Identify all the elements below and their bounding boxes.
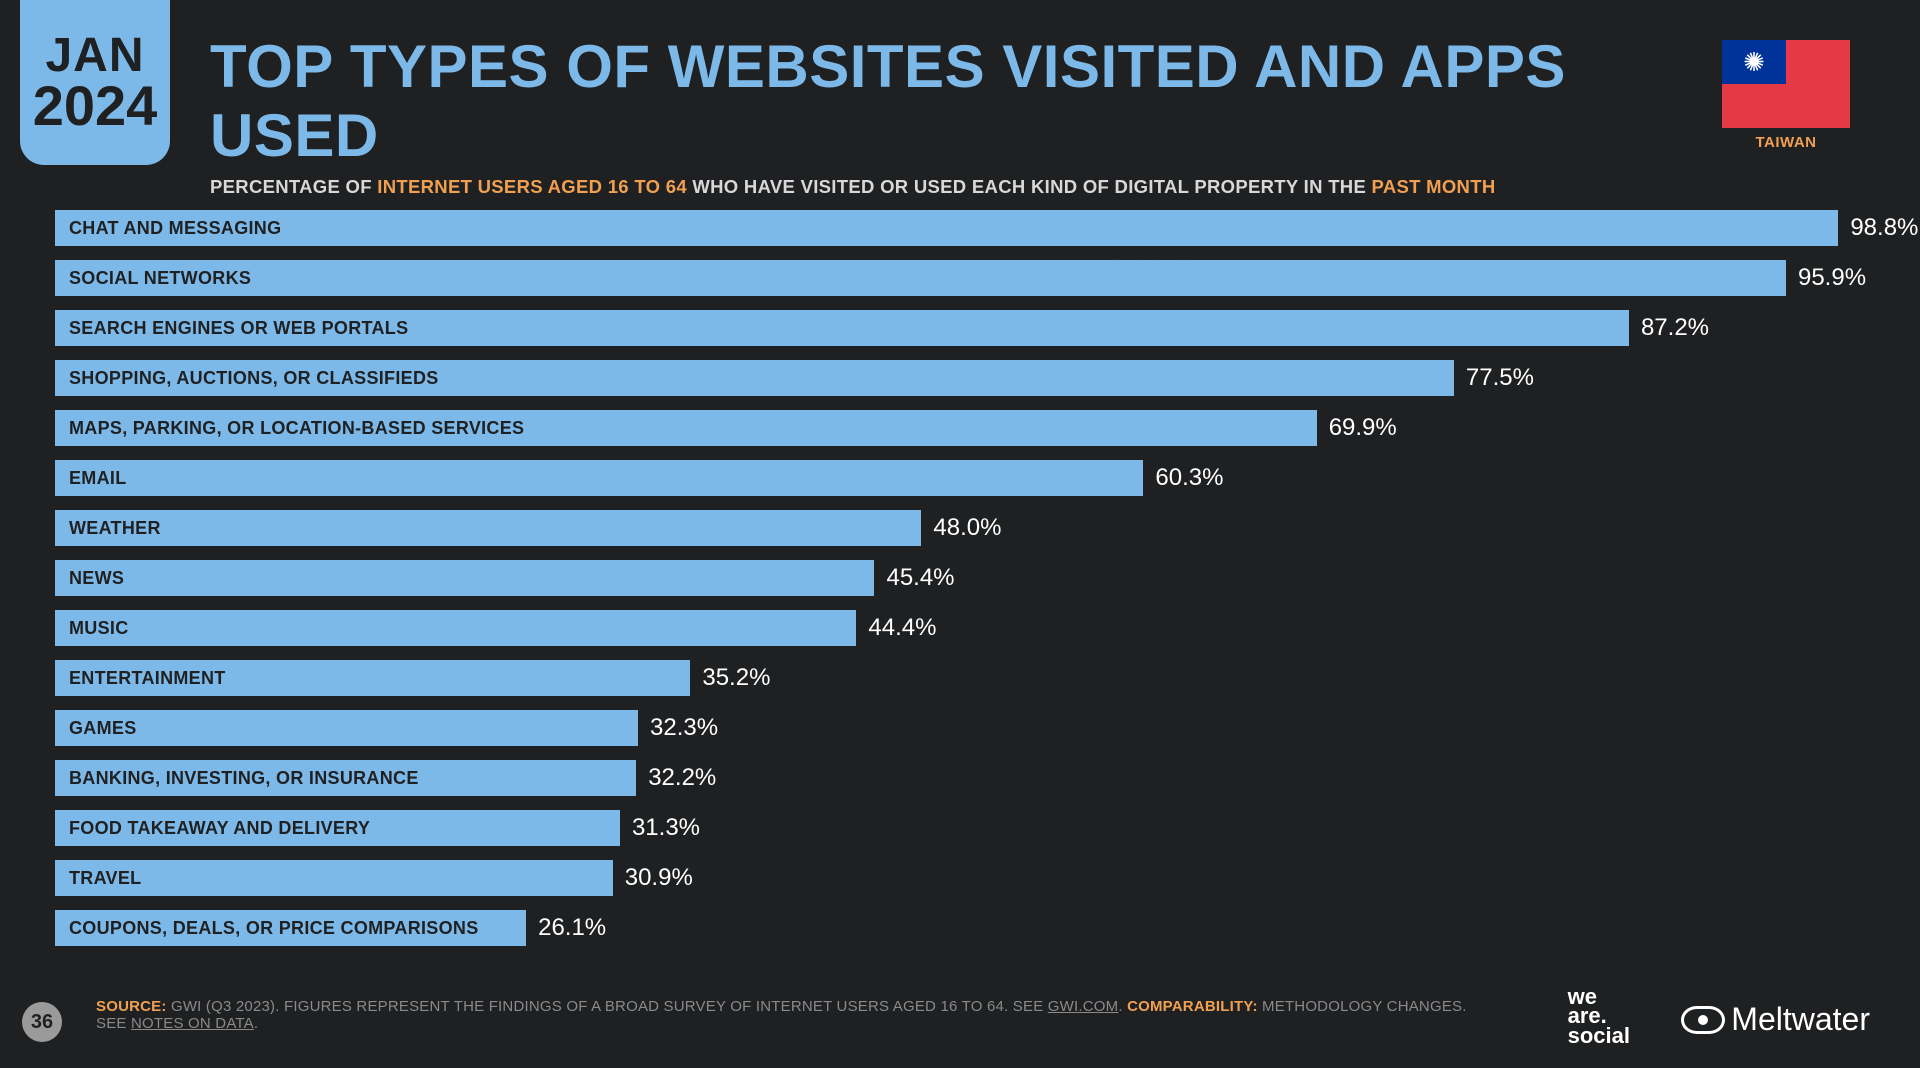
- bar-value: 30.9%: [625, 860, 693, 896]
- bar: [55, 710, 638, 746]
- bar-value: 32.2%: [648, 760, 716, 796]
- meltwater-text: Meltwater: [1731, 1001, 1870, 1038]
- bar-row: CHAT AND MESSAGING98.8%: [55, 210, 1860, 246]
- page-title: TOP TYPES OF WEBSITES VISITED AND APPS U…: [210, 32, 1600, 170]
- bar-value: 77.5%: [1466, 360, 1534, 396]
- subtitle-part-2: WHO HAVE VISITED OR USED EACH KIND OF DI…: [687, 176, 1372, 197]
- bar-chart: CHAT AND MESSAGING98.8% SOCIAL NETWORKS95…: [55, 210, 1860, 948]
- bar: [55, 210, 1838, 246]
- comparability-label: COMPARABILITY:: [1127, 998, 1258, 1015]
- subtitle-part-1: PERCENTAGE OF: [210, 176, 377, 197]
- source-line: SOURCE: GWI (Q3 2023). FIGURES REPRESENT…: [96, 998, 1480, 1032]
- page-subtitle: PERCENTAGE OF INTERNET USERS AGED 16 TO …: [210, 176, 1600, 198]
- bar-value: 48.0%: [933, 510, 1001, 546]
- country-label: TAIWAN: [1722, 134, 1850, 151]
- bar: [55, 610, 856, 646]
- bar-value: 69.9%: [1329, 410, 1397, 446]
- bar-row: SOCIAL NETWORKS95.9%: [55, 260, 1860, 296]
- bar: [55, 260, 1786, 296]
- bar-row: SEARCH ENGINES OR WEB PORTALS 87.2%: [55, 310, 1860, 346]
- bar-label: TRAVEL: [69, 860, 141, 896]
- bar-value: 31.3%: [632, 810, 700, 846]
- bar-label: SEARCH ENGINES OR WEB PORTALS: [69, 310, 408, 346]
- source-text-2: .: [1118, 998, 1127, 1015]
- bar-label: WEATHER: [69, 510, 161, 546]
- bar-row: COUPONS, DEALS, OR PRICE COMPARISONS 26.1…: [55, 910, 1860, 946]
- bar-label: COUPONS, DEALS, OR PRICE COMPARISONS: [69, 910, 479, 946]
- bar-row: EMAIL 60.3%: [55, 460, 1860, 496]
- bar-label: NEWS: [69, 560, 124, 596]
- comparability-link: NOTES ON DATA: [131, 1015, 254, 1032]
- flag-icon: ✺: [1722, 40, 1850, 128]
- bar-value: 98.8%: [1850, 210, 1918, 246]
- bar-value: 32.3%: [650, 710, 718, 746]
- bar-label: SHOPPING, AUCTIONS, OR CLASSIFIEDS: [69, 360, 439, 396]
- bar-row: WEATHER 48.0%: [55, 510, 1860, 546]
- bar-value: 26.1%: [538, 910, 606, 946]
- we-are-social-logo: we are. social: [1568, 987, 1630, 1046]
- bar-row: NEWS 45.4%: [55, 560, 1860, 596]
- bar-label: GAMES: [69, 710, 137, 746]
- bar-value: 87.2%: [1641, 310, 1709, 346]
- bar-label: ENTERTAINMENT: [69, 660, 226, 696]
- bar: [55, 560, 874, 596]
- bar-label: CHAT AND MESSAGING: [69, 210, 281, 246]
- source-text-1: GWI (Q3 2023). FIGURES REPRESENT THE FIN…: [167, 998, 1048, 1015]
- comparability-text-2: .: [254, 1015, 258, 1032]
- date-year: 2024: [33, 79, 158, 132]
- source-label: SOURCE:: [96, 998, 167, 1015]
- bar-row: ENTERTAINMENT 35.2%: [55, 660, 1860, 696]
- bar-row: TRAVEL 30.9%: [55, 860, 1860, 896]
- bar-value: 45.4%: [886, 560, 954, 596]
- date-month: JAN: [45, 33, 144, 79]
- bar: [55, 460, 1143, 496]
- bar-row: MAPS, PARKING, OR LOCATION-BASED SERVICE…: [55, 410, 1860, 446]
- country-block: ✺ TAIWAN: [1722, 40, 1850, 151]
- bar-row: SHOPPING, AUCTIONS, OR CLASSIFIEDS 77.5%: [55, 360, 1860, 396]
- bar-row: GAMES 32.3%: [55, 710, 1860, 746]
- page-number: 36: [22, 1002, 62, 1042]
- bar-label: MAPS, PARKING, OR LOCATION-BASED SERVICE…: [69, 410, 524, 446]
- footer: 36 SOURCE: GWI (Q3 2023). FIGURES REPRES…: [0, 988, 1920, 1048]
- bar-row: MUSIC 44.4%: [55, 610, 1860, 646]
- logo-was-line-3: social: [1568, 1026, 1630, 1046]
- bar: [55, 510, 921, 546]
- bar-label: MUSIC: [69, 610, 129, 646]
- source-link-1: GWI.COM: [1048, 998, 1119, 1015]
- meltwater-eye-icon: [1681, 1006, 1725, 1034]
- bar-row: FOOD TAKEAWAY AND DELIVERY 31.3%: [55, 810, 1860, 846]
- meltwater-logo: Meltwater: [1681, 1001, 1870, 1038]
- bar-row: BANKING, INVESTING, OR INSURANCE 32.2%: [55, 760, 1860, 796]
- title-block: TOP TYPES OF WEBSITES VISITED AND APPS U…: [210, 32, 1600, 198]
- bar-value: 35.2%: [702, 660, 770, 696]
- bar-label: EMAIL: [69, 460, 127, 496]
- bar-value: 60.3%: [1155, 460, 1223, 496]
- bar-label: SOCIAL NETWORKS: [69, 260, 251, 296]
- subtitle-highlight-1: INTERNET USERS AGED 16 TO 64: [377, 176, 687, 197]
- bar-label: FOOD TAKEAWAY AND DELIVERY: [69, 810, 370, 846]
- bar-label: BANKING, INVESTING, OR INSURANCE: [69, 760, 419, 796]
- subtitle-highlight-2: PAST MONTH: [1372, 176, 1496, 197]
- bar-value: 95.9%: [1798, 260, 1866, 296]
- bar-value: 44.4%: [868, 610, 936, 646]
- date-badge: JAN 2024: [20, 0, 170, 165]
